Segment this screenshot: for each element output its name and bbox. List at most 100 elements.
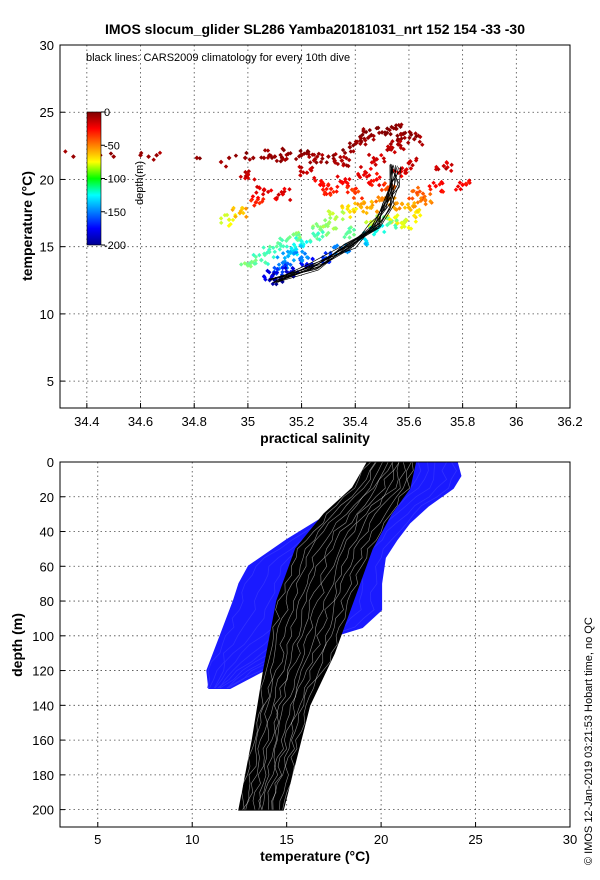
ts-y-tick-label: 25 bbox=[40, 105, 54, 120]
ts-point bbox=[326, 221, 331, 227]
ts-point bbox=[327, 212, 333, 217]
ts-point bbox=[444, 160, 449, 165]
ts-point bbox=[345, 206, 350, 212]
ts-point bbox=[382, 229, 387, 235]
ts-point bbox=[369, 182, 375, 188]
ts-point bbox=[289, 246, 294, 251]
ts-point bbox=[374, 126, 379, 131]
ts-point bbox=[280, 191, 286, 197]
ts-point bbox=[274, 281, 279, 287]
ts-point bbox=[415, 185, 421, 190]
ts-point bbox=[333, 226, 339, 231]
ts-point bbox=[335, 161, 341, 167]
ts-point bbox=[197, 156, 203, 161]
ts-point bbox=[316, 151, 322, 156]
ts-point bbox=[407, 129, 412, 135]
ts-point bbox=[314, 154, 320, 159]
ts-point bbox=[309, 165, 315, 170]
ts-point bbox=[376, 195, 381, 200]
ts-y-tick-label: 10 bbox=[40, 307, 54, 322]
ts-point bbox=[406, 196, 412, 201]
profile-line-CARS2009-climatology bbox=[272, 462, 406, 810]
ts-point bbox=[284, 156, 289, 162]
ts-point bbox=[252, 203, 257, 208]
ts-point bbox=[233, 214, 238, 219]
ts-point bbox=[341, 161, 346, 167]
ts-point bbox=[377, 182, 382, 188]
profile-y-tick-label: 120 bbox=[32, 664, 54, 679]
ts-point bbox=[413, 219, 419, 224]
ts-point bbox=[436, 167, 441, 172]
ts-point bbox=[342, 234, 347, 240]
ts-point bbox=[408, 166, 414, 171]
ts-point bbox=[272, 154, 278, 159]
ts-point bbox=[278, 243, 284, 249]
profile-line-CARS2009-climatology bbox=[279, 462, 412, 810]
ts-point bbox=[312, 233, 318, 239]
ts-point bbox=[374, 213, 380, 219]
ts-point bbox=[371, 155, 376, 161]
profile-y-tick-label: 40 bbox=[40, 525, 54, 540]
profile-x-tick-label: 20 bbox=[374, 832, 388, 847]
colorbar-tick-label: -50 bbox=[104, 140, 120, 152]
ts-point bbox=[291, 251, 297, 256]
ts-point bbox=[285, 249, 291, 254]
ts-point bbox=[226, 155, 232, 161]
ts-point bbox=[285, 151, 291, 157]
credit-text: © IMOS 12-Jan-2019 03:21:53 Hobart time,… bbox=[583, 617, 595, 865]
profile-y-ticks: 0 20 40 60 80 100 120 140 160 180 200 bbox=[32, 455, 65, 818]
ts-point bbox=[374, 177, 380, 182]
ts-point bbox=[257, 252, 262, 258]
profile-line-CARS2009-climatology bbox=[258, 462, 393, 810]
ts-point bbox=[340, 209, 345, 215]
ts-point bbox=[402, 205, 408, 210]
ts-point bbox=[363, 138, 368, 143]
ts-point bbox=[339, 158, 345, 164]
ts-point bbox=[238, 174, 243, 180]
ts-point bbox=[242, 155, 248, 161]
ts-point bbox=[287, 197, 293, 203]
ts-point bbox=[318, 178, 324, 184]
ts-point bbox=[253, 199, 259, 205]
ts-point bbox=[320, 187, 326, 192]
ts-point bbox=[251, 252, 256, 258]
ts-point bbox=[377, 198, 382, 203]
ts-point bbox=[385, 147, 390, 153]
ts-point bbox=[393, 123, 399, 128]
ts-point bbox=[314, 160, 319, 165]
ts-point bbox=[320, 152, 325, 158]
ts-point bbox=[415, 192, 420, 198]
ts-point bbox=[433, 183, 439, 189]
ts-point bbox=[440, 189, 446, 194]
ts-point bbox=[275, 255, 280, 260]
ts-x-tick-label: 36.2 bbox=[557, 414, 582, 429]
ts-point bbox=[368, 132, 374, 138]
colorbar-tick-label: -100 bbox=[104, 174, 126, 186]
ts-point bbox=[385, 222, 390, 228]
ts-point bbox=[395, 133, 400, 138]
colorbar-tick-label: 0 bbox=[104, 107, 110, 119]
profile-x-tick-label: 5 bbox=[94, 832, 101, 847]
ts-x-tick-label: 34.4 bbox=[74, 414, 99, 429]
colorbar-gradient bbox=[86, 111, 102, 246]
ts-point bbox=[108, 151, 114, 156]
ts-point bbox=[369, 178, 374, 184]
ts-point bbox=[242, 261, 247, 266]
ts-y-tick-label: 15 bbox=[40, 240, 54, 255]
ts-point bbox=[345, 185, 350, 190]
ts-point bbox=[371, 232, 377, 237]
ts-point bbox=[353, 206, 359, 212]
ts-point bbox=[457, 180, 463, 185]
ts-point bbox=[230, 207, 235, 212]
ts-point bbox=[358, 138, 364, 143]
ts-point bbox=[373, 199, 379, 204]
ts-point bbox=[359, 196, 365, 201]
ts-point bbox=[358, 203, 364, 209]
ts-point bbox=[146, 154, 151, 159]
ts-point bbox=[351, 209, 357, 215]
ts-point bbox=[339, 203, 345, 209]
ts-point bbox=[298, 148, 303, 154]
ts-point bbox=[351, 195, 357, 201]
ts-point bbox=[305, 148, 310, 154]
ts-point bbox=[258, 257, 264, 263]
